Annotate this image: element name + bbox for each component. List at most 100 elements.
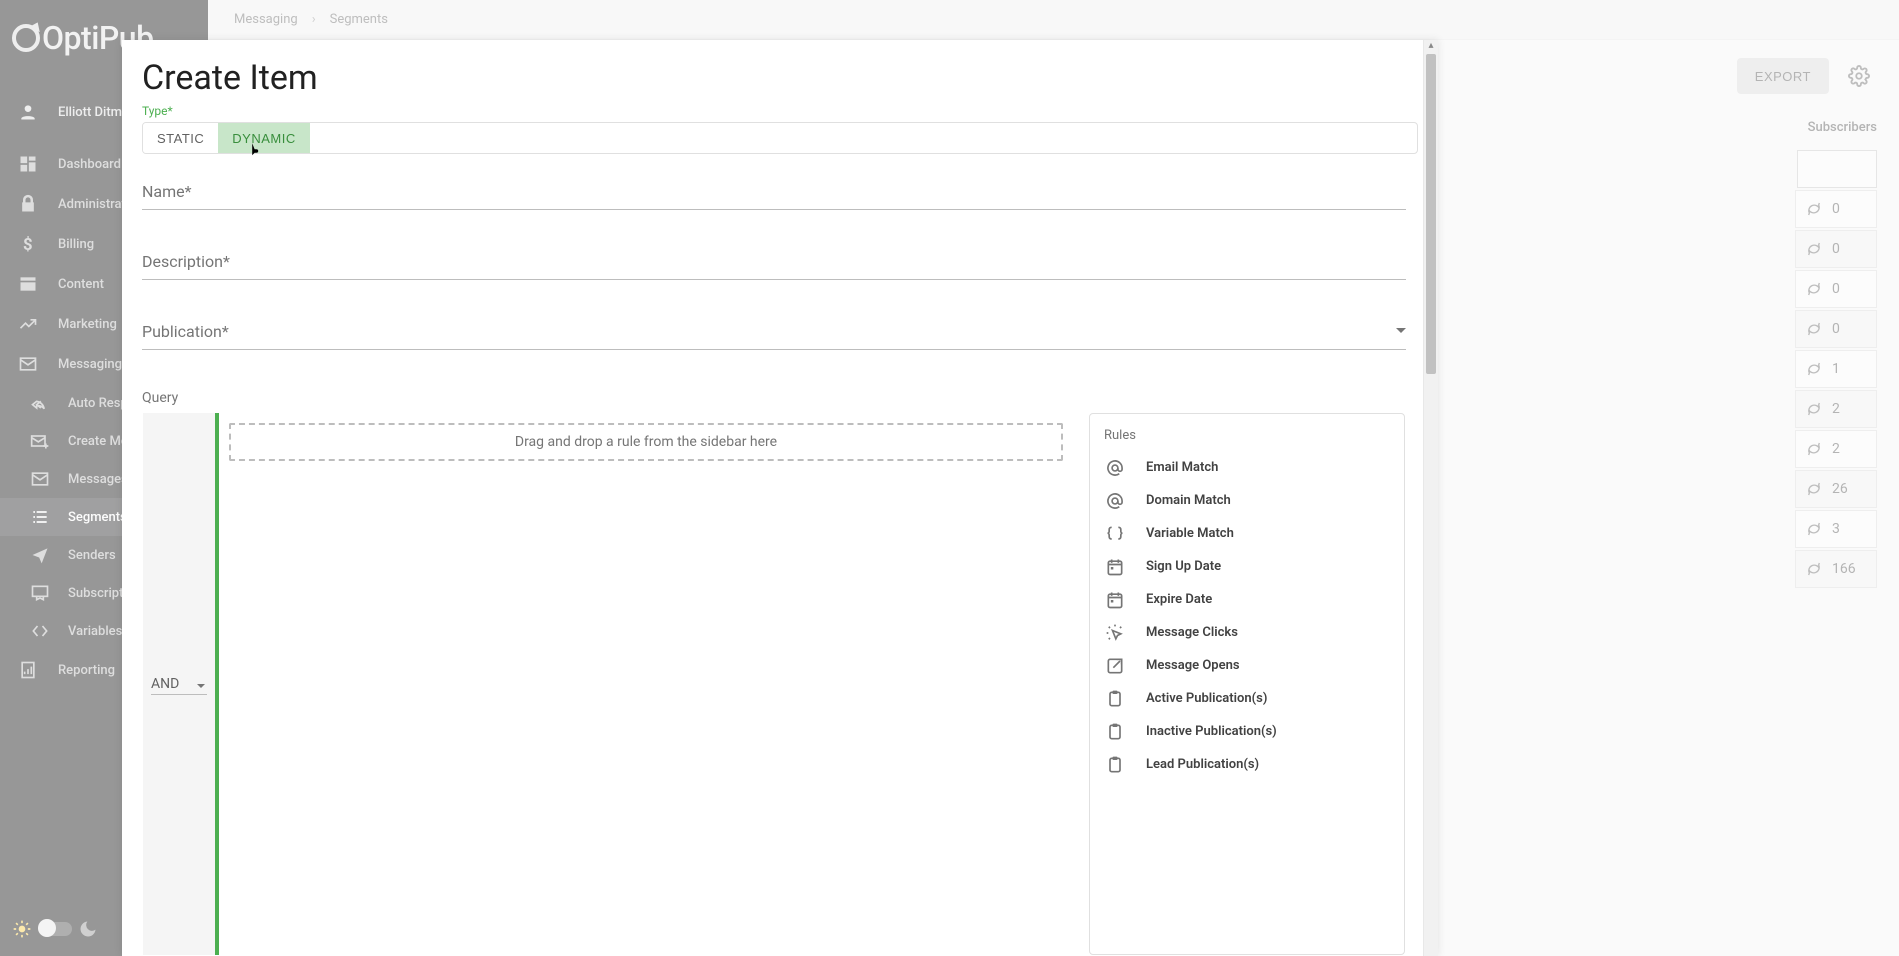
svg-text:$: $ (23, 236, 33, 254)
rule-label: Message Clicks (1146, 625, 1238, 640)
send-icon (30, 545, 50, 565)
gear-icon (1848, 65, 1870, 87)
mail-plus-icon (30, 431, 50, 451)
rule-label: Lead Publication(s) (1146, 757, 1259, 772)
rule-item[interactable]: Sign Up Date (1090, 550, 1404, 583)
subnav-label: Segments (68, 510, 127, 525)
subscribers-cell: 2 (1795, 430, 1877, 468)
description-input[interactable] (142, 250, 1406, 280)
subscribers-cell: 1 (1795, 350, 1877, 388)
subnav-label: Senders (68, 548, 116, 563)
calendar-icon (1104, 589, 1126, 611)
query-canvas: Drag and drop a rule from the sidebar he… (219, 413, 1073, 955)
rule-label: Variable Match (1146, 526, 1234, 541)
refresh-icon[interactable] (1806, 401, 1822, 417)
publication-field: Publication* (142, 320, 1406, 350)
clipboard-icon (1104, 721, 1126, 743)
rule-label: Inactive Publication(s) (1146, 724, 1277, 739)
subscribers-value: 2 (1832, 401, 1840, 417)
subscribers-cell: 0 (1795, 270, 1877, 308)
nav-label: Billing (58, 237, 94, 252)
settings-button[interactable] (1841, 58, 1877, 94)
refresh-icon[interactable] (1806, 281, 1822, 297)
nav-label: Marketing (58, 317, 117, 332)
rule-item[interactable]: Message Opens (1090, 649, 1404, 682)
moon-icon (78, 919, 98, 939)
breadcrumb-item[interactable]: Messaging (234, 12, 298, 27)
refresh-icon[interactable] (1806, 441, 1822, 457)
user-icon (18, 102, 38, 122)
chevron-down-icon (197, 684, 205, 688)
sun-icon (12, 919, 32, 939)
subscribers-cell: 26 (1795, 470, 1877, 508)
rule-item[interactable]: Inactive Publication(s) (1090, 715, 1404, 748)
refresh-icon[interactable] (1806, 321, 1822, 337)
nav-label: Dashboard (58, 157, 121, 172)
query-operator-column: AND (143, 413, 219, 955)
modal-title: Create Item (142, 58, 1418, 98)
rules-panel: Rules Email MatchDomain MatchVariable Ma… (1089, 413, 1405, 955)
subscribers-cell: 2 (1795, 390, 1877, 428)
type-static-button[interactable]: STATIC (143, 123, 218, 153)
subscribers-value: 166 (1832, 561, 1856, 577)
list-icon (30, 507, 50, 527)
publication-select[interactable] (142, 320, 1406, 350)
nav-label: Content (58, 277, 104, 292)
breadcrumb: Messaging › Segments (208, 0, 1899, 40)
breadcrumb-item[interactable]: Segments (330, 12, 388, 27)
name-field: Name* (142, 180, 1406, 210)
refresh-icon[interactable] (1806, 201, 1822, 217)
refresh-icon[interactable] (1806, 361, 1822, 377)
braces-icon (1104, 523, 1126, 545)
subscribers-value: 1 (1832, 361, 1840, 377)
export-button[interactable]: EXPORT (1737, 58, 1829, 94)
reply-all-icon (30, 393, 50, 413)
code-icon (30, 621, 50, 641)
refresh-icon[interactable] (1806, 241, 1822, 257)
clipboard-icon (1104, 754, 1126, 776)
rule-item[interactable]: Domain Match (1090, 484, 1404, 517)
subnav-label: Messages (68, 472, 128, 487)
rule-item[interactable]: Email Match (1090, 451, 1404, 484)
theme-switch[interactable] (38, 922, 72, 936)
subscribers-cell: 3 (1795, 510, 1877, 548)
rule-label: Expire Date (1146, 592, 1212, 607)
rule-item[interactable]: Active Publication(s) (1090, 682, 1404, 715)
calendar-icon (1104, 556, 1126, 578)
refresh-icon[interactable] (1806, 521, 1822, 537)
rule-item[interactable]: Lead Publication(s) (1090, 748, 1404, 781)
rule-item[interactable]: Expire Date (1090, 583, 1404, 616)
mail-icon (30, 469, 50, 489)
subscribers-column-header: Subscribers (1808, 112, 1877, 142)
open-icon (1104, 655, 1126, 677)
content-icon (18, 274, 38, 294)
rule-item[interactable]: Message Clicks (1090, 616, 1404, 649)
subscribers-value: 0 (1832, 321, 1840, 337)
card-membership-icon (30, 583, 50, 603)
chevron-right-icon: › (312, 12, 316, 27)
lock-icon (18, 194, 38, 214)
subscribers-value: 26 (1832, 481, 1848, 497)
type-toggle: STATIC DYNAMIC (142, 122, 1418, 154)
subscribers-value: 0 (1832, 281, 1840, 297)
nav-label: Messaging (58, 357, 122, 372)
rule-item[interactable]: Variable Match (1090, 517, 1404, 550)
subscribers-filter-input[interactable] (1797, 150, 1877, 188)
description-field: Description* (142, 250, 1406, 280)
rule-dropzone[interactable]: Drag and drop a rule from the sidebar he… (229, 423, 1063, 461)
query-builder: AND Drag and drop a rule from the sideba… (142, 412, 1406, 956)
nav-label: Reporting (58, 663, 115, 678)
logo-mark-icon (12, 24, 40, 52)
name-input[interactable] (142, 180, 1406, 210)
type-dynamic-button[interactable]: DYNAMIC (218, 123, 309, 153)
subscribers-value: 3 (1832, 521, 1840, 537)
subscribers-value: 2 (1832, 441, 1840, 457)
chart-icon (18, 314, 38, 334)
subscribers-cell: 166 (1795, 550, 1877, 588)
rule-label: Message Opens (1146, 658, 1240, 673)
click-icon (1104, 622, 1126, 644)
refresh-icon[interactable] (1806, 481, 1822, 497)
refresh-icon[interactable] (1806, 561, 1822, 577)
modal-scrollbar[interactable] (1423, 40, 1438, 956)
mail-icon (18, 354, 38, 374)
